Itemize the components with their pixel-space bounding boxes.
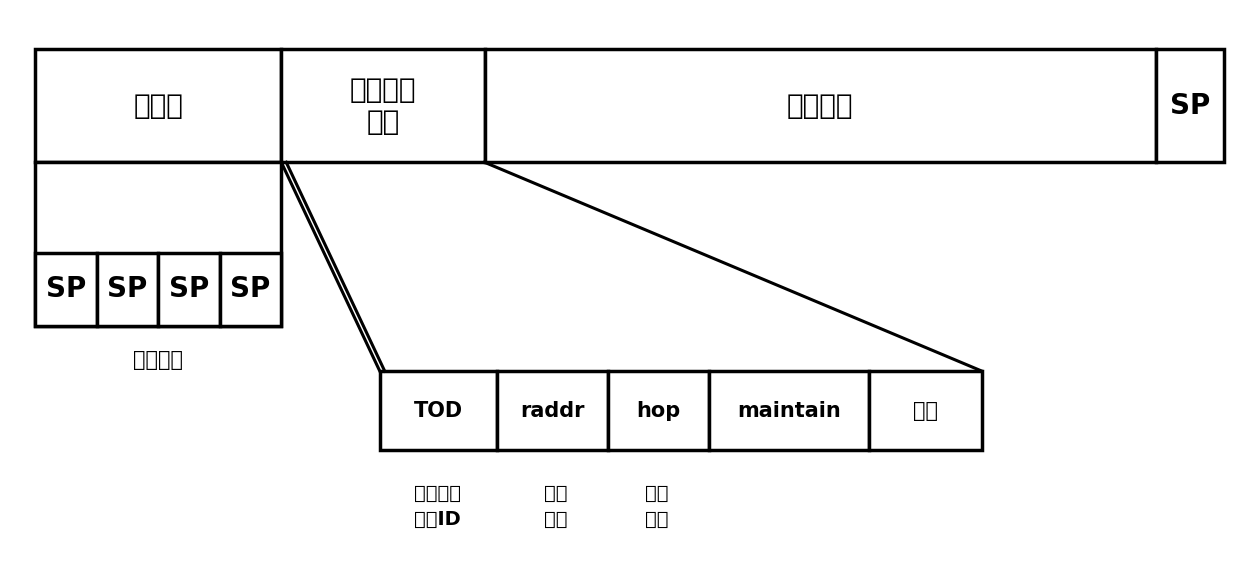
Bar — [35, 253, 97, 326]
Text: 跳数: 跳数 — [544, 509, 568, 529]
Text: raddr: raddr — [520, 401, 584, 421]
Text: SP: SP — [1169, 92, 1210, 120]
Bar — [608, 371, 709, 450]
Text: 数据部分: 数据部分 — [787, 92, 853, 120]
Bar — [219, 253, 281, 326]
Bar — [709, 371, 869, 450]
Bar — [379, 371, 497, 450]
Text: TOD: TOD — [414, 401, 463, 421]
Text: 参数: 参数 — [645, 509, 668, 529]
Text: 同步起始: 同步起始 — [414, 484, 461, 503]
Text: 节点ID: 节点ID — [414, 509, 461, 529]
Text: 同步: 同步 — [544, 484, 568, 503]
Text: SP: SP — [169, 275, 210, 303]
Bar — [35, 49, 281, 162]
Text: maintain: maintain — [737, 401, 841, 421]
Text: 跳频同步
信息: 跳频同步 信息 — [350, 76, 417, 136]
Bar — [281, 49, 485, 162]
Text: hop: hop — [636, 401, 681, 421]
Bar — [497, 371, 608, 450]
Text: SP: SP — [231, 275, 270, 303]
Text: 训练序列: 训练序列 — [133, 350, 184, 370]
Bar — [485, 49, 1156, 162]
Bar — [159, 253, 219, 326]
Bar — [869, 371, 982, 450]
Text: 维护: 维护 — [645, 484, 668, 503]
Bar — [1156, 49, 1224, 162]
Text: 净荷: 净荷 — [913, 401, 937, 421]
Text: 同步头: 同步头 — [133, 92, 184, 120]
Bar — [35, 162, 281, 326]
Bar — [97, 253, 159, 326]
Text: SP: SP — [46, 275, 86, 303]
Text: SP: SP — [107, 275, 148, 303]
